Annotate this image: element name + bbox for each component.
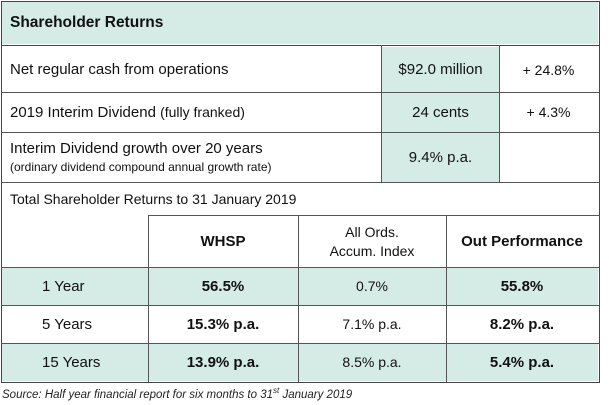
divider (148, 215, 149, 382)
tsr-heading: Total Shareholder Returns to 31 January … (10, 191, 297, 207)
table-row-3-period: 15 Years (42, 353, 101, 371)
cash-row-label: Net regular cash from operations (10, 61, 229, 78)
table-row-1-period: 1 Year (42, 277, 85, 295)
table-row-1-bg (2, 267, 598, 305)
table-row-1-out: 55.8% (500, 277, 544, 295)
table-row-1-index: 0.7% (356, 278, 388, 294)
divider (381, 45, 382, 182)
divider (1, 343, 600, 344)
dividend-row-value: 24 cents (412, 103, 469, 121)
divider (1, 45, 600, 46)
table-title: Shareholder Returns (2, 2, 598, 44)
divider (1, 305, 600, 306)
col-header-out: Out Performance (461, 232, 583, 250)
table-row-2-out: 8.2% p.a. (489, 315, 555, 333)
divider (148, 215, 600, 216)
table-row-2-index: 7.1% p.a. (342, 316, 402, 332)
divider (1, 267, 600, 268)
table-row-2-whsp: 15.3% p.a. (186, 315, 260, 333)
divider (1, 92, 600, 93)
table-row-3-bg (2, 343, 598, 381)
dividend-row-label: 2019 Interim Dividend (fully franked) (10, 103, 245, 121)
col-header-index: All Ords. Accum. Index (329, 223, 415, 259)
divider (499, 45, 500, 182)
divider (1, 132, 600, 133)
value-column-bg (382, 47, 499, 182)
divider (446, 215, 447, 382)
divider (1, 182, 600, 183)
table-row-1-whsp: 56.5% (201, 277, 245, 295)
growth-row-value: 9.4% p.a. (408, 148, 473, 166)
col-header-whsp: WHSP (200, 232, 246, 250)
title-text: Shareholder Returns (10, 14, 164, 31)
table-row-3-whsp: 13.9% p.a. (186, 353, 260, 371)
table-row-2-period: 5 Years (42, 315, 93, 333)
dividend-row-change: + 4.3% (526, 104, 571, 120)
cash-row-change: + 24.8% (522, 61, 575, 78)
growth-row-label: Interim Dividend growth over 20 years (o… (10, 140, 272, 174)
table-row-3-out: 5.4% p.a. (489, 353, 555, 371)
cash-row-value: $92.0 million (398, 61, 483, 78)
divider (298, 215, 299, 382)
table-row-3-index: 8.5% p.a. (342, 354, 402, 370)
shareholder-returns-table (1, 1, 600, 383)
source-note: Source: Half year financial report for s… (2, 386, 353, 401)
